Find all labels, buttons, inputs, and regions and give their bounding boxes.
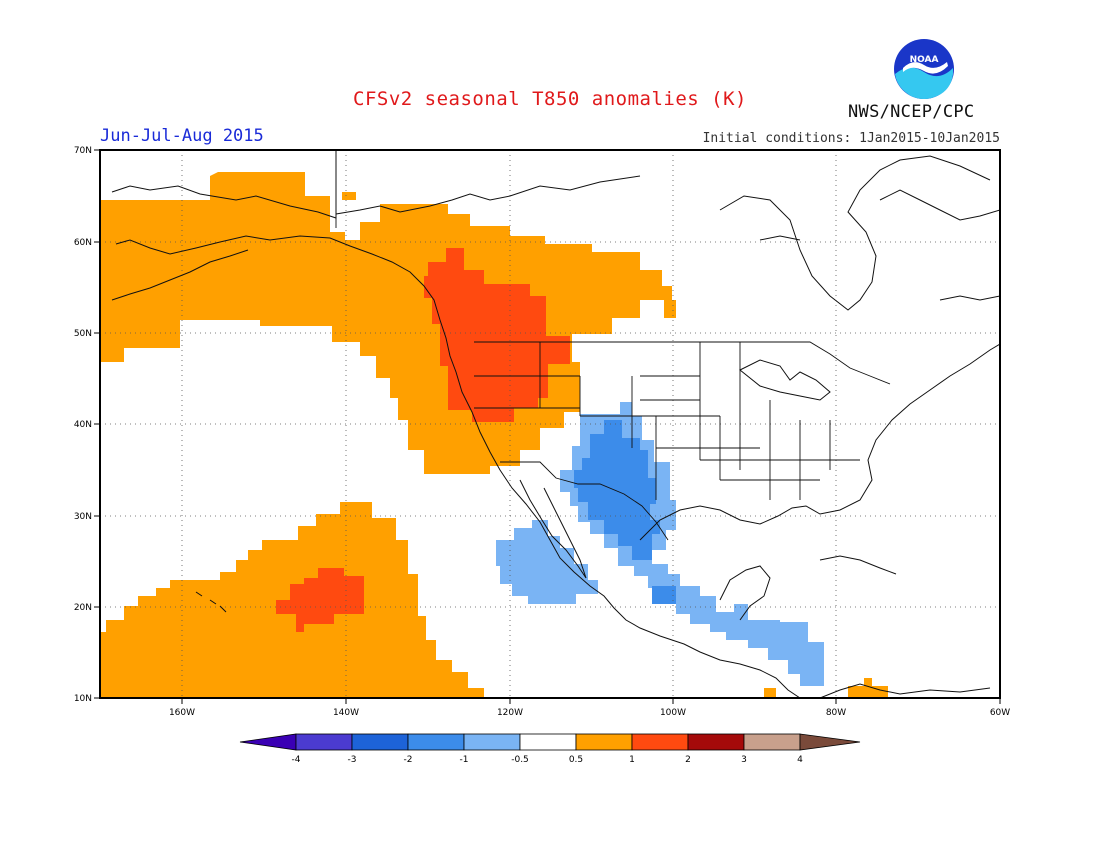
positive-anomaly-patch-north	[342, 192, 356, 200]
lat-label-20n: 20N	[74, 603, 92, 613]
lon-label-80w: 80W	[826, 708, 846, 718]
lat-label-70n: 70N	[74, 146, 92, 156]
colorbar-swatch-1-2	[631, 733, 689, 751]
colorbar-label: -2	[404, 755, 413, 765]
strong-anomaly-region-pacific-northwest	[424, 248, 570, 422]
noaa-logo-icon: NOAA	[894, 39, 954, 99]
colorbar-label: 1	[629, 755, 635, 765]
colorbar-swatch-05-1	[575, 733, 633, 751]
colorbar-label: -4	[292, 755, 301, 765]
positive-anomaly-patch-panama	[764, 688, 776, 698]
colorbar-swatch-gt-4	[799, 733, 861, 751]
colorbar-label: 2	[685, 755, 691, 765]
lon-label-140w: 140W	[333, 708, 359, 718]
political-borders	[335, 150, 891, 541]
coastlines	[111, 150, 1000, 698]
colorbar-label: -3	[348, 755, 357, 765]
moderate-negative-patch-south	[652, 586, 676, 604]
colorbar	[239, 733, 861, 751]
lon-label-60w: 60W	[990, 708, 1010, 718]
colorbar-swatch-3-2	[351, 733, 409, 751]
colorbar-label: 3	[741, 755, 747, 765]
lon-label-100w: 100W	[660, 708, 686, 718]
colorbar-swatch-4-3	[295, 733, 353, 751]
colorbar-label: -1	[460, 755, 469, 765]
colorbar-swatch-neutral	[519, 733, 577, 751]
lat-label-30n: 30N	[74, 512, 92, 522]
colorbar-labels: -4 -3 -2 -1 -0.5 0.5 1 2 3 4	[292, 755, 804, 765]
lon-label-120w: 120W	[497, 708, 523, 718]
colorbar-swatch-3-4	[743, 733, 801, 751]
agency-label: NWS/NCEP/CPC	[848, 102, 975, 122]
moderate-negative-region-arizona	[574, 420, 660, 560]
colorbar-label: 0.5	[569, 755, 583, 765]
longitude-labels: 160W 140W 120W 100W 80W 60W	[169, 708, 1010, 718]
colorbar-label: 4	[797, 755, 803, 765]
strong-anomaly-region-hawaii	[276, 568, 364, 632]
colorbar-swatch-2-1	[407, 733, 465, 751]
lat-label-40n: 40N	[74, 420, 92, 430]
lat-label-60n: 60N	[74, 238, 92, 248]
latitude-labels: 70N 60N 50N 40N 30N 20N 10N	[74, 146, 92, 704]
colorbar-swatch-lt-4	[239, 733, 297, 751]
period-label: Jun-Jul-Aug 2015	[100, 126, 264, 146]
colorbar-swatch-2-3	[687, 733, 745, 751]
lat-label-10n: 10N	[74, 694, 92, 704]
positive-anomaly-patch-colombia	[848, 678, 888, 698]
negative-anomaly-region-baja	[496, 520, 598, 604]
initial-conditions-label: Initial conditions: 1Jan2015-10Jan2015	[702, 131, 1000, 146]
logo-text: NOAA	[910, 55, 939, 65]
map-title: CFSv2 seasonal T850 anomalies (K)	[353, 88, 747, 110]
lon-label-160w: 160W	[169, 708, 195, 718]
lat-label-50n: 50N	[74, 329, 92, 339]
gridlines	[100, 150, 1000, 698]
anomaly-shading	[100, 172, 888, 698]
negative-patch-caribbean	[784, 622, 800, 638]
colorbar-swatch-1-05	[463, 733, 521, 751]
colorbar-label: -0.5	[511, 755, 529, 765]
axis-ticks	[94, 149, 1001, 704]
